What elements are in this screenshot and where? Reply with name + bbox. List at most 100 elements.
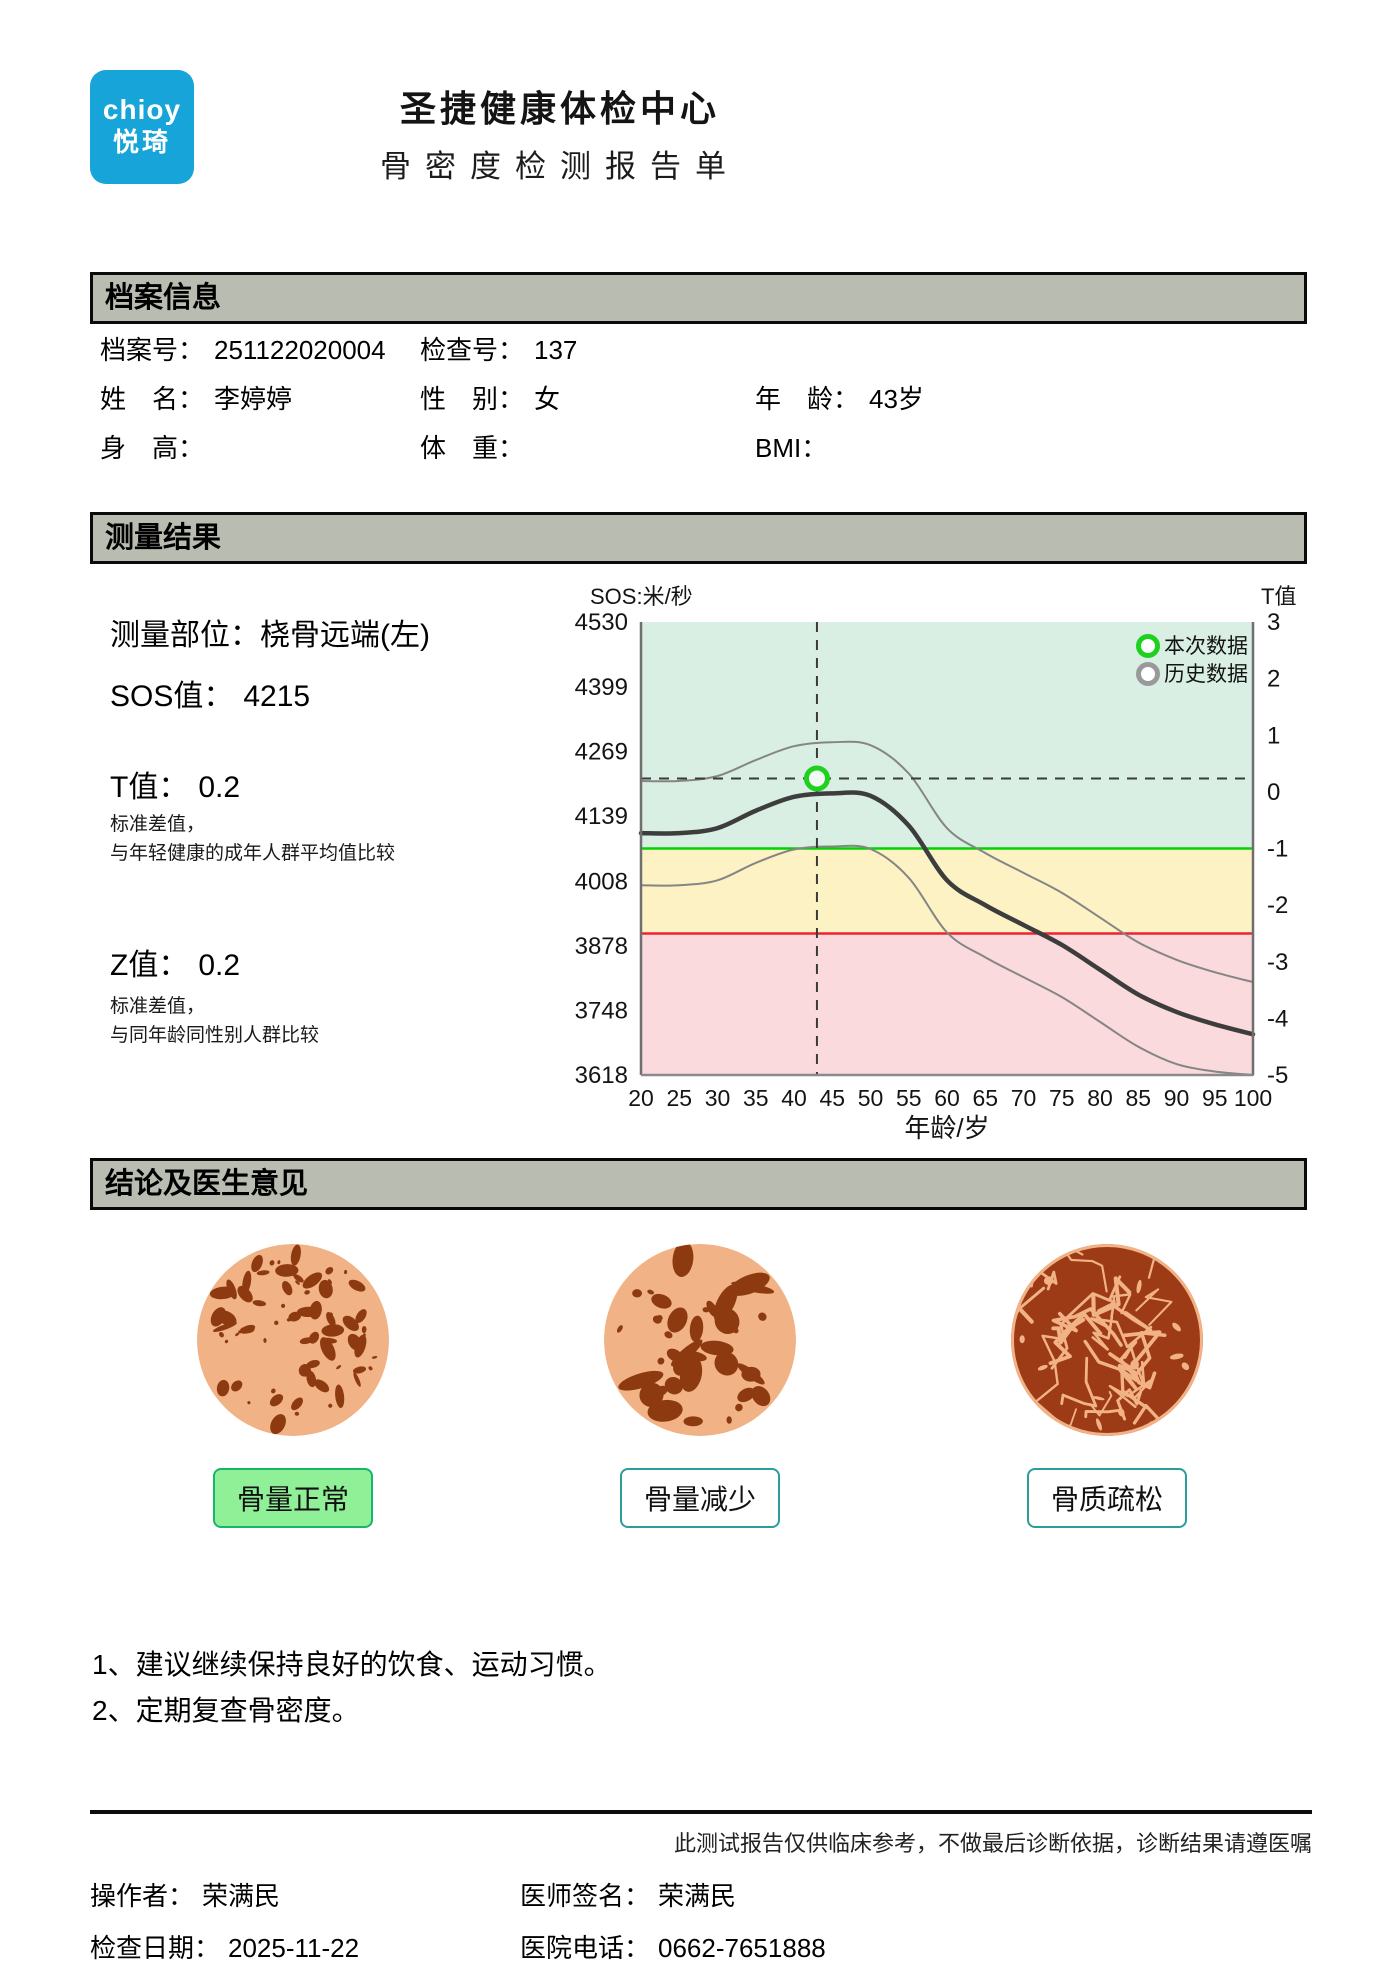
operator-field: 操作者： 荣满民 — [90, 1876, 280, 1913]
bone-normal-icon — [197, 1244, 389, 1436]
name-label: 姓 名： — [100, 384, 205, 414]
svg-text:80: 80 — [1087, 1085, 1113, 1111]
report-title: 骨密度检测报告单 — [380, 149, 740, 184]
svg-text:4530: 4530 — [575, 609, 628, 636]
z-field: Z值： 0.2 — [110, 940, 240, 984]
doctor-sign-label: 医师签名： — [520, 1881, 651, 1911]
doctor-sign-value: 荣满民 — [658, 1881, 737, 1911]
svg-text:75: 75 — [1049, 1085, 1075, 1111]
reference-upper — [640, 740, 1254, 984]
svg-text:-1: -1 — [1267, 836, 1288, 863]
svg-text:-5: -5 — [1267, 1062, 1288, 1089]
hospital-phone-field: 医院电话： 0662-7651888 — [520, 1928, 826, 1965]
svg-text:-4: -4 — [1267, 1005, 1288, 1032]
bone-status-normal: 骨量正常 — [212, 1468, 374, 1528]
z-note-line1: 标准差值， — [110, 996, 206, 1017]
advice-line-1: 1、建议继续保持良好的饮食、运动习惯。 — [92, 1649, 612, 1680]
section-conclusion-label: 结论及医生意见 — [105, 1168, 309, 1200]
exam-date-value: 2025-11-22 — [228, 1933, 360, 1963]
section-result-label: 测量结果 — [105, 522, 222, 554]
doctor-advice: 1、建议继续保持良好的饮食、运动习惯。 2、定期复查骨密度。 — [92, 1642, 612, 1734]
bone-status-osteopenia: 骨量减少 — [619, 1468, 781, 1528]
t-note-line1: 标准差值， — [110, 814, 206, 835]
measure-site-value: 桡骨远端(左) — [260, 619, 430, 652]
center-name: 圣捷健康体检中心 — [399, 88, 720, 129]
footer-divider — [90, 1810, 1312, 1814]
svg-text:30: 30 — [705, 1085, 731, 1111]
svg-text:2: 2 — [1267, 666, 1280, 693]
measure-site-field: 测量部位：桡骨远端(左) — [110, 610, 430, 654]
brand-logo: chioy 悦琦 — [90, 70, 194, 184]
measure-site-label: 测量部位： — [110, 619, 260, 652]
svg-text:55: 55 — [896, 1085, 922, 1111]
z-note-line2: 与同年龄同性别人群比较 — [110, 1025, 320, 1046]
svg-text:35: 35 — [743, 1085, 769, 1111]
svg-text:3: 3 — [1267, 609, 1280, 636]
reference-lower — [640, 844, 1254, 1076]
svg-text:4269: 4269 — [575, 739, 628, 766]
current-data-point — [803, 765, 830, 792]
bmi-label: BMI： — [755, 433, 828, 463]
svg-text:100: 100 — [1234, 1085, 1272, 1111]
weight-label: 体 重： — [420, 433, 525, 463]
bmi-field: BMI： — [755, 428, 837, 465]
logo-cn-text: 悦琦 — [112, 127, 171, 157]
age-label: 年 龄： — [755, 384, 860, 414]
svg-text:本次数据: 本次数据 — [1164, 635, 1248, 658]
svg-text:SOS:米/秒: SOS:米/秒 — [590, 584, 693, 609]
svg-text:-3: -3 — [1267, 949, 1288, 976]
advice-line-2: 2、定期复查骨密度。 — [92, 1695, 360, 1726]
gender-field: 性 别： 女 — [420, 379, 560, 416]
svg-text:3878: 3878 — [575, 933, 628, 960]
height-label: 身 高： — [100, 433, 205, 463]
age-field: 年 龄： 43岁 — [755, 379, 924, 416]
bone-osteoporosis-icon — [1011, 1244, 1203, 1436]
sos-value: 4215 — [243, 680, 311, 713]
t-label: T值： — [110, 771, 189, 804]
svg-text:1: 1 — [1267, 722, 1280, 749]
hospital-phone-label: 医院电话： — [520, 1933, 651, 1963]
svg-text:4008: 4008 — [575, 868, 628, 895]
t-note-line2: 与年轻健康的成年人群平均值比较 — [110, 843, 396, 864]
hospital-phone-value: 0662-7651888 — [658, 1933, 826, 1963]
section-bar-archive: 档案信息 — [90, 272, 1307, 324]
svg-text:3618: 3618 — [575, 1062, 628, 1089]
section-bar-result: 测量结果 — [90, 512, 1307, 564]
svg-text:年龄/岁: 年龄/岁 — [904, 1113, 989, 1140]
svg-text:历史数据: 历史数据 — [1164, 663, 1248, 686]
disclaimer-text: 此测试报告仅供临床参考，不做最后诊断依据，诊断结果请遵医嘱 — [673, 1831, 1312, 1856]
svg-text:70: 70 — [1011, 1085, 1037, 1111]
z-note: 标准差值， 与同年龄同性别人群比较 — [110, 992, 319, 1050]
svg-text:0: 0 — [1267, 779, 1280, 806]
t-note: 标准差值， 与年轻健康的成年人群平均值比较 — [110, 810, 395, 868]
section-bar-conclusion: 结论及医生意见 — [90, 1158, 1307, 1210]
exam-no-field: 检查号： 137 — [420, 330, 577, 367]
section-archive-label: 档案信息 — [105, 282, 222, 314]
logo-latin-text: chioy — [102, 94, 182, 125]
name-field: 姓 名： 李婷婷 — [100, 379, 292, 416]
exam-date-label: 检查日期： — [90, 1933, 221, 1963]
exam-date-field: 检查日期： 2025-11-22 — [90, 1928, 359, 1965]
svg-text:3748: 3748 — [575, 997, 628, 1024]
file-no-value: 251122020004 — [214, 335, 386, 365]
weight-field: 体 重： — [420, 428, 534, 465]
svg-text:65: 65 — [972, 1085, 998, 1111]
svg-text:4139: 4139 — [575, 803, 628, 830]
sos-age-chart: 453043994269413940083878374836183210-1-2… — [575, 584, 1297, 1140]
operator-value: 荣满民 — [202, 1881, 281, 1911]
t-value: 0.2 — [198, 771, 241, 804]
reference-mean — [638, 790, 1256, 1037]
doctor-sign-field: 医师签名： 荣满民 — [520, 1876, 736, 1913]
file-no-field: 档案号： 251122020004 — [100, 330, 386, 367]
bone-osteopenia-icon — [604, 1244, 796, 1436]
z-value: 0.2 — [198, 949, 241, 982]
svg-text:50: 50 — [858, 1085, 884, 1111]
svg-text:85: 85 — [1125, 1085, 1151, 1111]
gender-label: 性 别： — [420, 384, 525, 414]
svg-text:40: 40 — [781, 1085, 807, 1111]
svg-text:45: 45 — [819, 1085, 845, 1111]
svg-text:60: 60 — [934, 1085, 960, 1111]
name-value: 李婷婷 — [214, 384, 293, 414]
